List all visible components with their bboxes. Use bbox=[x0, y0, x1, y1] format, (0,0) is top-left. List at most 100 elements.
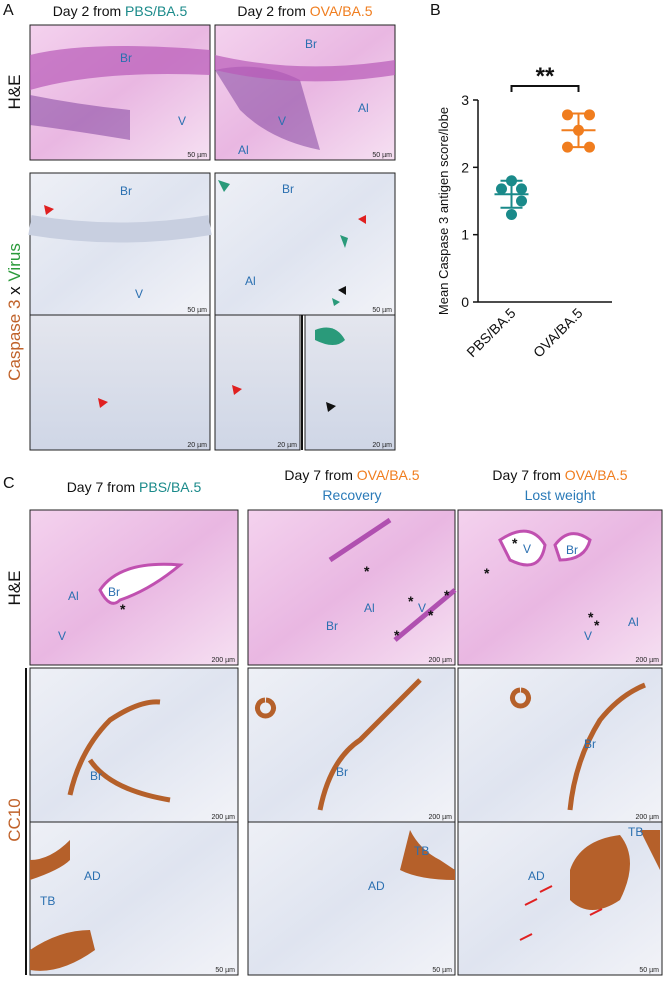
row-label: CC10 bbox=[5, 798, 24, 841]
image-label: Al bbox=[628, 615, 639, 629]
image-c5: Br 200 µm bbox=[247, 667, 456, 823]
image-label: V bbox=[135, 287, 143, 301]
image-label: * bbox=[484, 565, 490, 581]
image-label: V bbox=[278, 114, 286, 128]
image-label: * bbox=[120, 601, 126, 617]
image-a7: 20 µm bbox=[304, 314, 396, 451]
scale-bar: 200 µm bbox=[212, 814, 236, 821]
y-tick-label: 1 bbox=[461, 227, 469, 243]
image-a6: 20 µm bbox=[214, 314, 301, 451]
image-a3: Br V 50 µm bbox=[28, 172, 212, 316]
significance-label: ** bbox=[536, 63, 555, 90]
image-label: * bbox=[394, 627, 400, 643]
significance-bracket bbox=[510, 85, 580, 92]
image-label: Al bbox=[358, 101, 369, 115]
column-header: Day 2 from PBS/BA.5 bbox=[53, 3, 188, 19]
image-label: Br bbox=[120, 184, 132, 198]
panel-letter: A bbox=[3, 2, 14, 19]
y-tick-label: 0 bbox=[461, 294, 469, 310]
scale-bar: 20 µm bbox=[187, 442, 207, 449]
data-point bbox=[562, 109, 573, 121]
column-subtitle: Lost weight bbox=[525, 487, 596, 503]
image-label: * bbox=[512, 535, 518, 551]
y-tick-label: 2 bbox=[461, 159, 469, 175]
scale-bar: 50 µm bbox=[187, 152, 207, 159]
image-label: AD bbox=[84, 869, 101, 883]
image-label: * bbox=[428, 607, 434, 623]
header-text: Day 7 from bbox=[284, 467, 356, 483]
image-label: * bbox=[364, 563, 370, 579]
panel-letter: C bbox=[3, 475, 15, 492]
image-c7: TB AD 50 µm bbox=[29, 821, 239, 976]
row-label: Caspase 3 x Virus bbox=[5, 243, 24, 381]
image-label: Br bbox=[305, 37, 317, 51]
header-group: OVA/BA.5 bbox=[357, 467, 420, 483]
image-a4: Br Al 50 µm bbox=[214, 172, 396, 316]
column-subtitle: Recovery bbox=[322, 487, 381, 503]
scale-bar: 200 µm bbox=[429, 657, 453, 664]
column-header: Day 7 from PBS/BA.5 bbox=[67, 479, 202, 495]
row-label: H&E bbox=[5, 571, 24, 606]
image-label: * bbox=[444, 587, 450, 603]
image-label: V bbox=[523, 542, 531, 556]
scale-bar: 50 µm bbox=[372, 307, 392, 314]
scale-bar: 200 µm bbox=[636, 657, 660, 664]
image-label: V bbox=[418, 601, 426, 615]
y-axis-label: Mean Caspase 3 antigen score/lobe bbox=[436, 107, 451, 315]
header-text: Day 2 from bbox=[53, 3, 125, 19]
scale-bar: 50 µm bbox=[432, 967, 452, 974]
image-label: Br bbox=[90, 769, 102, 783]
image-c2: Br Al V * * * * * 200 µm bbox=[247, 509, 457, 666]
stain-label: Virus bbox=[5, 243, 24, 281]
image-label: Br bbox=[108, 585, 120, 599]
x-tick-label: OVA/BA.5 bbox=[530, 305, 586, 361]
data-point bbox=[584, 109, 595, 121]
image-label: * bbox=[594, 617, 600, 633]
image-label: Br bbox=[566, 543, 578, 557]
scale-bar: 50 µm bbox=[372, 152, 392, 159]
scale-bar: 200 µm bbox=[429, 814, 453, 821]
image-label: TB bbox=[628, 825, 643, 839]
header-group: OVA/BA.5 bbox=[565, 467, 628, 483]
image-label: Br bbox=[326, 619, 338, 633]
image-label: V bbox=[178, 114, 186, 128]
y-tick-label: 3 bbox=[461, 92, 469, 108]
image-label: Br bbox=[584, 737, 596, 751]
image-label: Al bbox=[364, 601, 375, 615]
data-point bbox=[516, 183, 527, 195]
header-group: OVA/BA.5 bbox=[310, 3, 373, 19]
stain-label: Caspase 3 bbox=[5, 300, 24, 381]
image-label: Al bbox=[238, 143, 249, 157]
image-c9: TB AD 50 µm bbox=[457, 821, 663, 976]
scale-bar: 200 µm bbox=[212, 657, 236, 664]
panel-letter: B bbox=[430, 2, 441, 19]
header-group: PBS/BA.5 bbox=[139, 479, 201, 495]
header-text: Day 7 from bbox=[67, 479, 139, 495]
image-a5: 20 µm bbox=[29, 314, 211, 451]
scale-bar: 50 µm bbox=[215, 967, 235, 974]
row-label: H&E bbox=[5, 75, 24, 110]
column-header: Day 7 from OVA/BA.5 bbox=[492, 467, 627, 483]
image-label: * bbox=[588, 609, 594, 625]
header-text: Day 2 from bbox=[237, 3, 309, 19]
header-group: PBS/BA.5 bbox=[125, 3, 187, 19]
image-label: Al bbox=[68, 589, 79, 603]
image-c1: Al Br V * 200 µm bbox=[29, 509, 239, 666]
image-label: Al bbox=[245, 274, 256, 288]
image-c8: TB AD 50 µm bbox=[247, 821, 456, 976]
stain-label: x bbox=[5, 282, 24, 300]
image-label: V bbox=[584, 629, 592, 643]
image-c4: Br 200 µm bbox=[29, 667, 239, 823]
image-label: Br bbox=[336, 765, 348, 779]
x-tick-label: PBS/BA.5 bbox=[463, 305, 518, 360]
image-label: AD bbox=[368, 879, 385, 893]
scale-bar: 50 µm bbox=[639, 967, 659, 974]
data-point bbox=[506, 208, 517, 220]
image-label: Br bbox=[120, 51, 132, 65]
column-header: Day 7 from OVA/BA.5 bbox=[284, 467, 419, 483]
image-a2: Br V Al Al 50 µm bbox=[214, 24, 396, 161]
scale-bar: 50 µm bbox=[187, 307, 207, 314]
